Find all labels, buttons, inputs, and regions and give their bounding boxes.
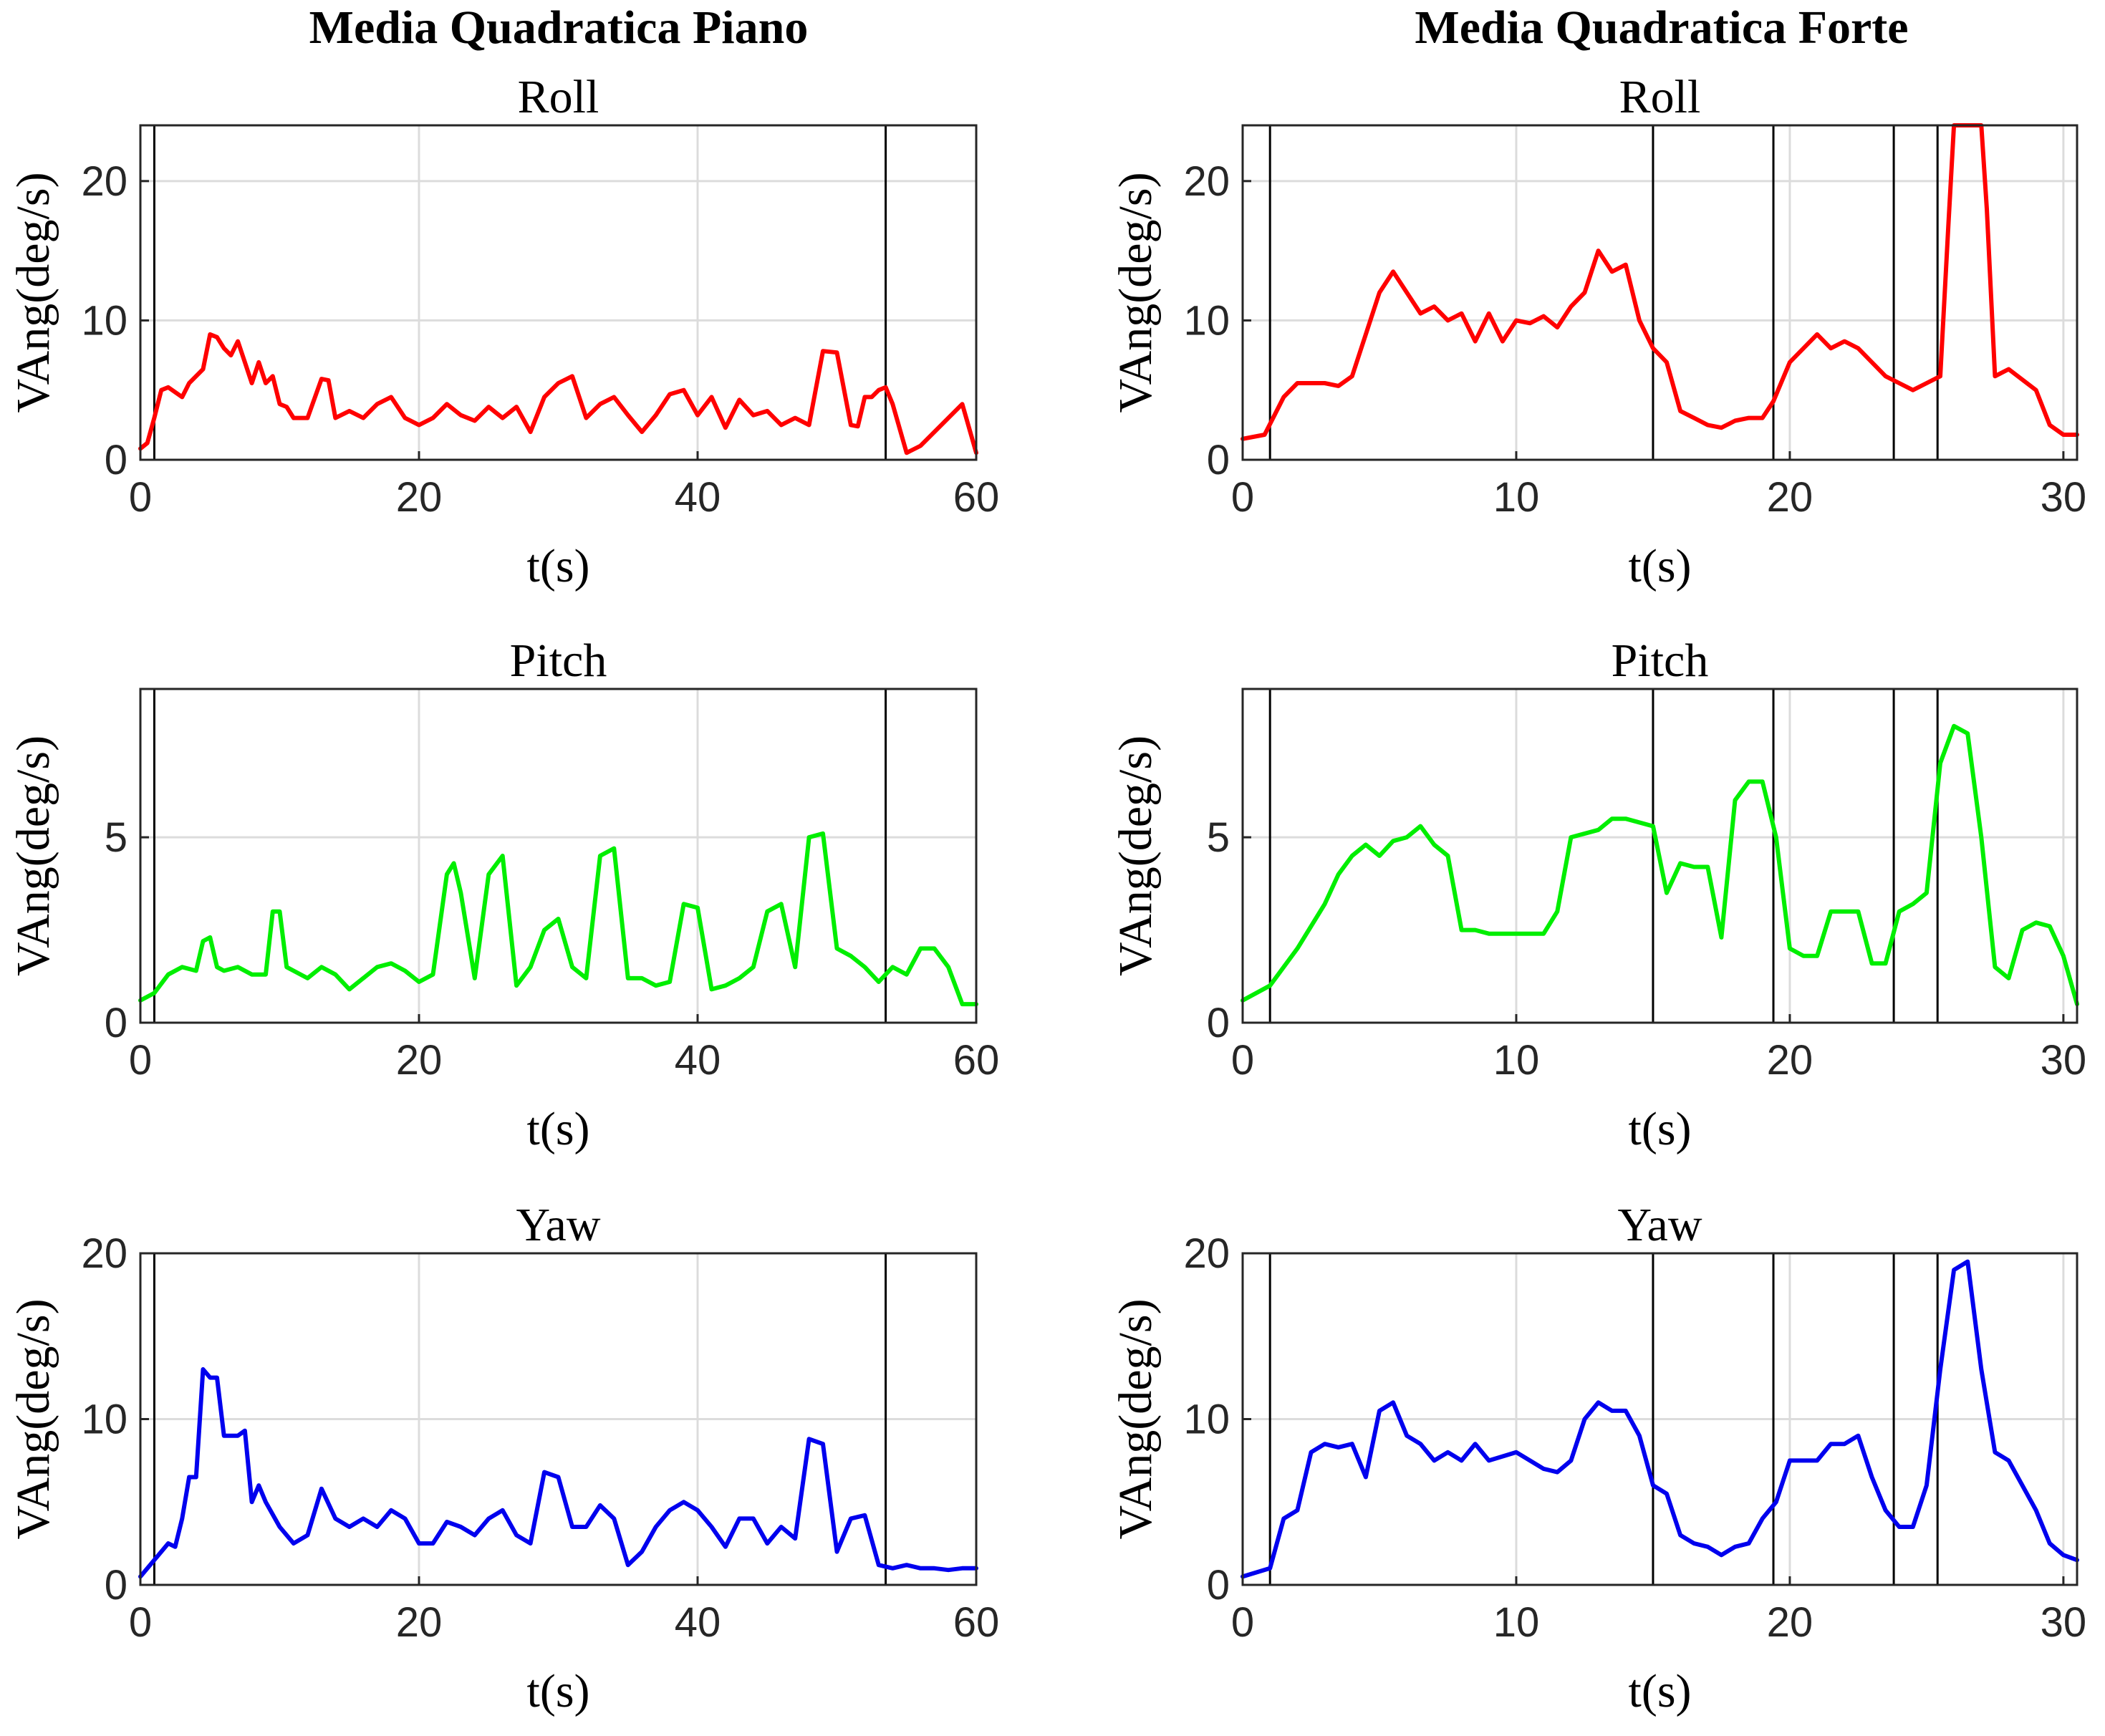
chart-forte-roll: Roll 0 10 20 30 0 10 20 t(s) VAng(deg/s) — [1109, 71, 2086, 592]
panel-title-forte-pitch: Pitch — [1612, 635, 1709, 687]
x-tick-label: 10 — [1493, 474, 1540, 521]
x-axis-label-piano-yaw: t(s) — [527, 1665, 590, 1717]
x-tick-label: 40 — [675, 474, 721, 521]
x-tick-label: 0 — [129, 474, 152, 521]
chart-piano-pitch: Pitch 0 20 40 60 0 5 t(s) VAng(deg/s) — [7, 635, 999, 1155]
y-tick-label: 20 — [81, 1230, 127, 1277]
series-line-forte-yaw — [1241, 1259, 2079, 1579]
x-tick-label: 40 — [675, 1599, 721, 1646]
x-tick-label: 20 — [1767, 1037, 1813, 1084]
y-tick-label: 20 — [1183, 158, 1230, 205]
chart-piano-yaw: Yaw 0 20 40 60 0 10 20 t(s) VAng(deg/s) — [7, 1199, 999, 1717]
y-tick-label: 0 — [105, 437, 127, 483]
chart-forte-yaw: Yaw 0 10 20 30 0 10 20 t(s) VAng(deg/s) — [1109, 1199, 2086, 1717]
x-axis-label-forte-roll: t(s) — [1629, 540, 1692, 592]
y-tick-label: 5 — [105, 814, 127, 861]
column-title-piano: Media Quadratica Piano — [309, 1, 809, 54]
x-tick-label: 0 — [1231, 1037, 1254, 1084]
series-line-forte-pitch — [1241, 723, 2079, 1007]
axes-frame-piano-roll — [139, 124, 978, 461]
y-tick-label: 0 — [1207, 1000, 1230, 1046]
y-axis-label-piano-pitch: VAng(deg/s) — [7, 736, 59, 976]
series-line-piano-pitch — [138, 831, 978, 1007]
plot-area-piano-roll — [139, 124, 978, 461]
y-tick-label: 20 — [81, 158, 127, 205]
x-tick-label: 60 — [953, 474, 1000, 521]
x-tick-label: 20 — [396, 474, 443, 521]
x-tick-label: 20 — [396, 1599, 443, 1646]
y-axis-label-piano-yaw: VAng(deg/s) — [7, 1298, 59, 1539]
x-tick-label: 0 — [1231, 474, 1254, 521]
y-tick-label: 0 — [105, 1000, 127, 1046]
x-tick-label: 10 — [1493, 1037, 1540, 1084]
series-line-forte-roll — [1241, 123, 2079, 441]
y-tick-label: 0 — [1207, 1562, 1230, 1609]
x-tick-label: 20 — [1767, 474, 1813, 521]
x-axis-label-forte-yaw: t(s) — [1629, 1665, 1692, 1717]
y-tick-label: 10 — [81, 1397, 127, 1443]
y-tick-label: 10 — [81, 297, 127, 344]
axes-frame-piano-pitch — [139, 688, 978, 1024]
x-tick-label: 30 — [2041, 1037, 2087, 1084]
y-axis-label-forte-pitch: VAng(deg/s) — [1109, 736, 1162, 976]
panel-title-forte-yaw: Yaw — [1617, 1199, 1702, 1251]
y-tick-label: 0 — [1207, 437, 1230, 483]
series-line-piano-yaw — [138, 1367, 978, 1579]
panel-title-piano-pitch: Pitch — [510, 635, 607, 687]
x-axis-label-piano-pitch: t(s) — [527, 1103, 590, 1155]
x-tick-label: 0 — [129, 1037, 152, 1084]
axes-frame-forte-roll — [1241, 124, 2078, 461]
panel-title-forte-roll: Roll — [1619, 71, 1701, 123]
chart-forte-pitch: Pitch 0 10 20 30 0 5 t(s) VAng(deg/s) — [1109, 635, 2086, 1155]
x-tick-label: 60 — [953, 1037, 1000, 1084]
column-title-forte: Media Quadratica Forte — [1415, 1, 1908, 54]
y-tick-label: 20 — [1183, 1230, 1230, 1277]
y-tick-label: 10 — [1183, 297, 1230, 344]
axes-frame-forte-pitch — [1241, 688, 2078, 1024]
x-tick-label: 30 — [2041, 1599, 2087, 1646]
y-axis-label-forte-roll: VAng(deg/s) — [1109, 172, 1162, 413]
x-tick-label: 20 — [396, 1037, 443, 1084]
x-axis-label-piano-roll: t(s) — [527, 540, 590, 592]
y-axis-label-forte-yaw: VAng(deg/s) — [1109, 1298, 1162, 1539]
y-axis-label-piano-roll: VAng(deg/s) — [7, 172, 59, 413]
panel-title-piano-roll: Roll — [518, 71, 599, 123]
y-tick-label: 5 — [1207, 814, 1230, 861]
x-tick-label: 0 — [129, 1599, 152, 1646]
series-line-piano-roll — [138, 332, 978, 455]
y-tick-label: 0 — [105, 1562, 127, 1609]
y-tick-label: 10 — [1183, 1397, 1230, 1443]
x-axis-label-forte-pitch: t(s) — [1629, 1103, 1692, 1155]
x-tick-label: 20 — [1767, 1599, 1813, 1646]
x-tick-label: 30 — [2041, 474, 2087, 521]
x-tick-label: 0 — [1231, 1599, 1254, 1646]
chart-panels: Roll 0 20 40 60 0 10 20 t(s) VAng(deg/s) Pitch 0 20 4… — [7, 71, 2086, 1717]
x-tick-label: 10 — [1493, 1599, 1540, 1646]
plot-area-piano-pitch — [139, 688, 978, 1024]
chart-piano-roll: Roll 0 20 40 60 0 10 20 t(s) VAng(deg/s) — [7, 71, 999, 592]
panel-title-piano-yaw: Yaw — [516, 1199, 600, 1251]
x-tick-label: 60 — [953, 1599, 1000, 1646]
x-tick-label: 40 — [675, 1037, 721, 1084]
